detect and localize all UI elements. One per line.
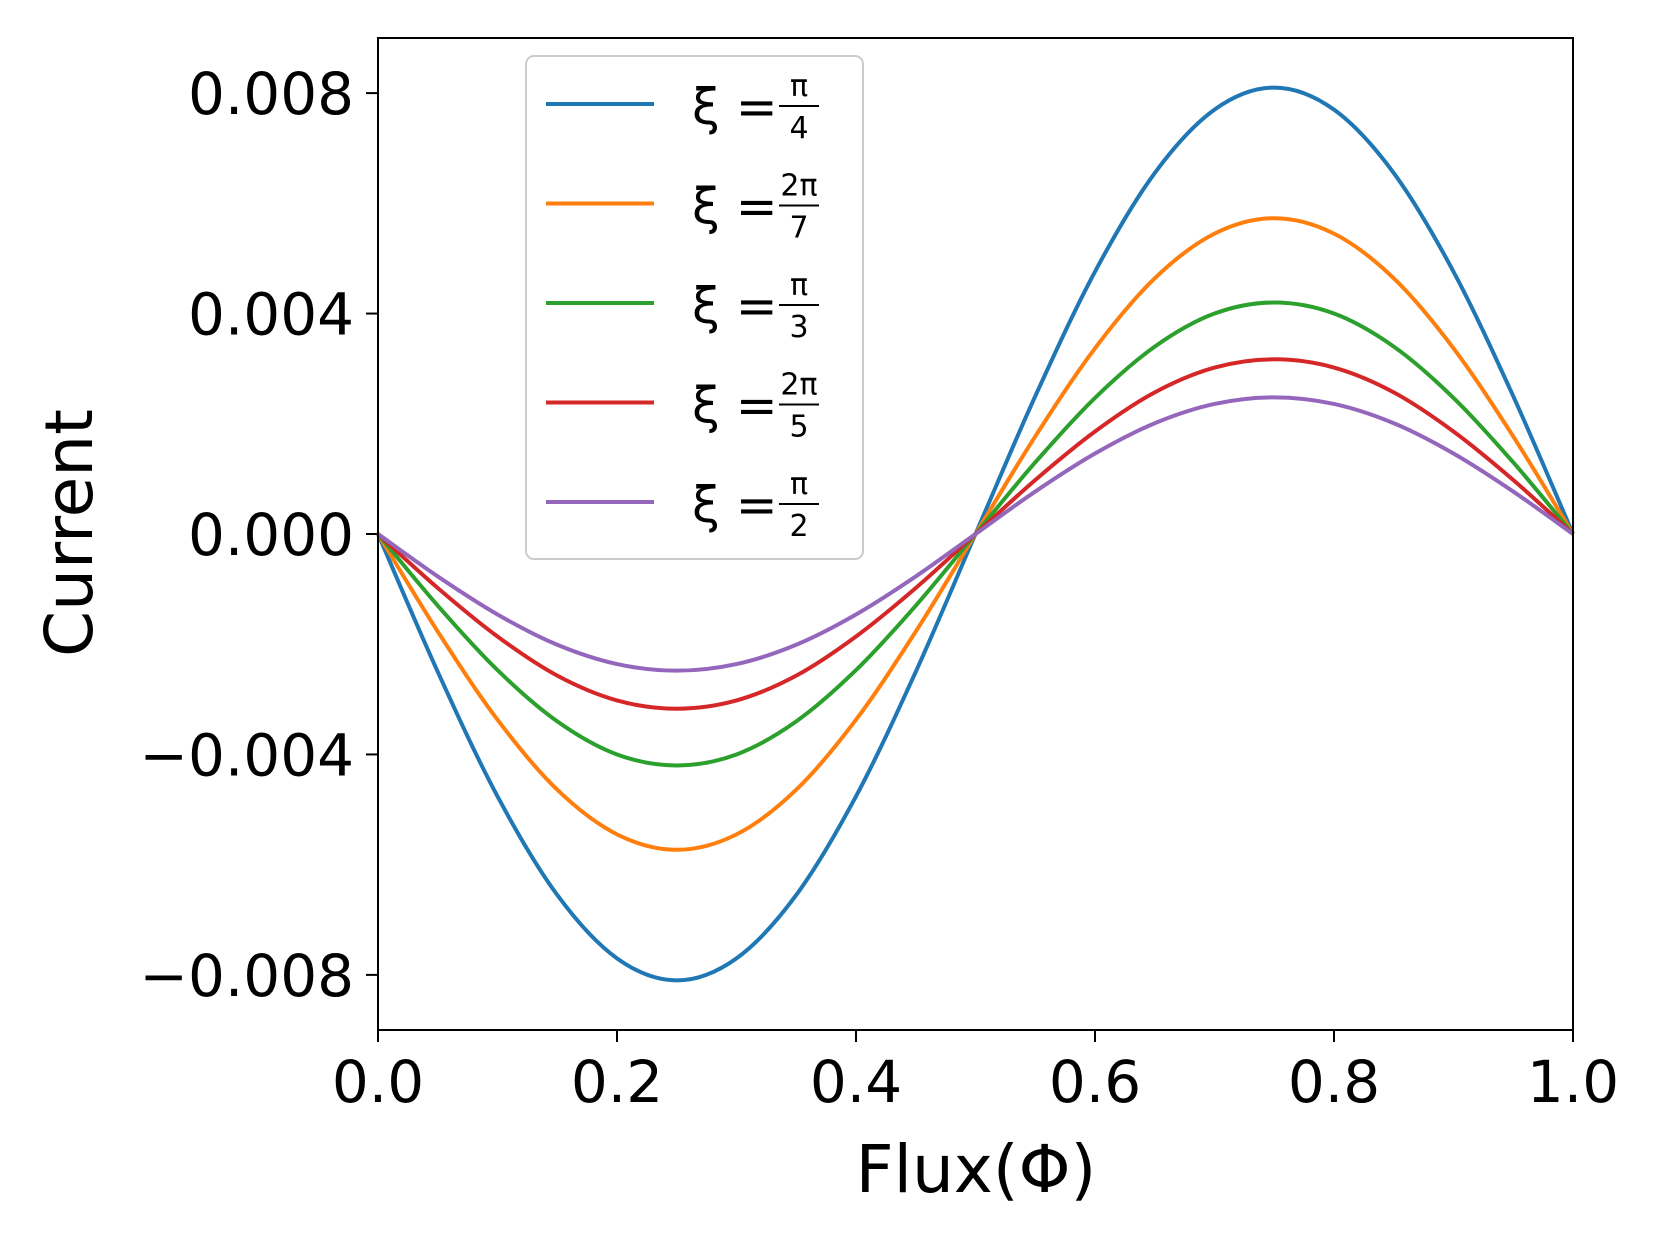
y-tick-label: −0.008 (139, 942, 354, 1010)
legend-fraction-numerator: 2π (780, 169, 817, 204)
legend-label: ξ = (692, 178, 778, 236)
legend-box (525, 55, 864, 560)
y-axis-label: Current (31, 409, 108, 657)
y-tick-label: 0.004 (188, 281, 354, 349)
legend-fraction-numerator: π (790, 268, 808, 303)
frame-layer (377, 37, 1574, 1031)
legend-fraction-denominator: 5 (789, 410, 808, 445)
legend-label: ξ = (692, 377, 778, 435)
x-tick-label: 0.6 (1049, 1048, 1141, 1116)
legend-fraction-numerator: 2π (780, 368, 817, 403)
legend-fraction-denominator: 4 (789, 111, 808, 146)
legend-label: ξ = (692, 277, 778, 335)
x-tick-label: 0.0 (332, 1048, 424, 1116)
x-tick-label: 0.8 (1288, 1048, 1380, 1116)
y-tick-label: 0.000 (188, 501, 354, 569)
plot-frame (377, 37, 1574, 1031)
legend-label: ξ = (692, 476, 778, 534)
y-tick-label: 0.008 (188, 60, 354, 128)
x-tick-label: 1.0 (1527, 1048, 1619, 1116)
legend-label: ξ = (692, 78, 778, 136)
legend-fraction-numerator: π (790, 467, 808, 502)
x-tick-label: 0.4 (810, 1048, 902, 1116)
legend-fraction-denominator: 3 (789, 310, 808, 345)
axes-layer: 0.0 0.2 0.4 0.6 0.8 1.0 0.008 0.004 0.000 −0.004 −… (139, 60, 1619, 1116)
series-layer (376, 85, 1575, 983)
x-tick-label: 0.2 (571, 1048, 663, 1116)
series-line-5 (376, 395, 1575, 673)
legend-fraction-denominator: 2 (789, 509, 808, 544)
legend-fraction-numerator: π (790, 69, 808, 104)
y-tick-label: −0.004 (139, 721, 354, 789)
legend-fraction-denominator: 7 (789, 211, 808, 246)
x-axis-label: Flux(Φ) (856, 1131, 1097, 1208)
